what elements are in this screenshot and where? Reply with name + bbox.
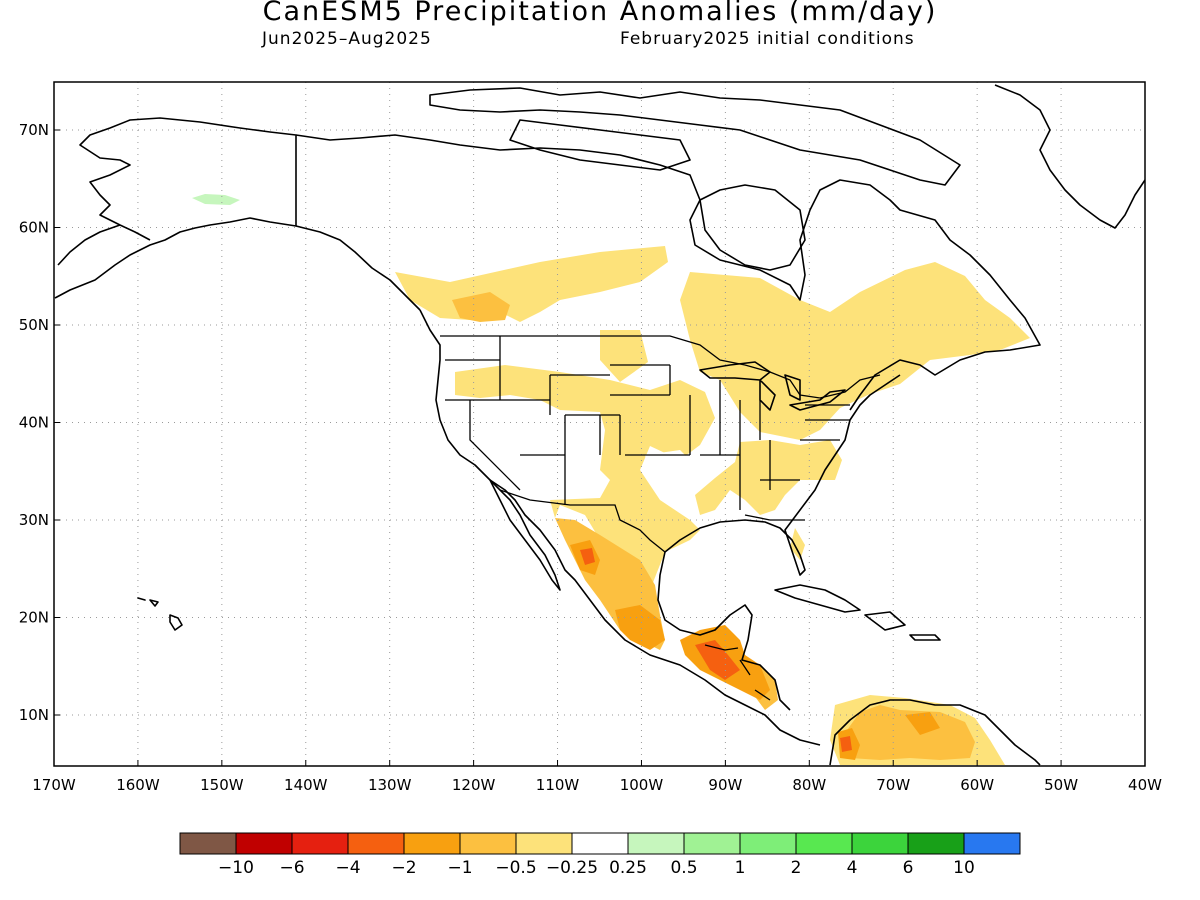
lat-label-60n: 60N (19, 219, 49, 237)
near-normal-areas (560, 320, 700, 495)
lon-label-100w: 100W (620, 776, 664, 794)
lon-label-80w: 80W (792, 776, 826, 794)
colorbar-swatch (347, 832, 405, 855)
colorbar (179, 832, 1021, 855)
lon-label-140w: 140W (284, 776, 328, 794)
colorbar-swatch (403, 832, 461, 855)
lon-label-90w: 90W (708, 776, 742, 794)
colorbar-label: 0.5 (670, 858, 697, 878)
colorbar-swatch (291, 832, 349, 855)
hudson-bay-coastline (699, 184, 806, 271)
colorbar-swatch (683, 832, 741, 855)
greenland-coastline (994, 84, 1145, 229)
lat-label-40n: 40N (19, 414, 49, 432)
colorbar-swatch (515, 832, 573, 855)
lon-label-40w: 40W (1128, 776, 1162, 794)
colorbar-label: −4 (335, 858, 360, 878)
us-canada-border (440, 335, 881, 399)
lon-label-70w: 70W (876, 776, 910, 794)
colorbar-label: 10 (953, 858, 975, 878)
colorbar-swatch (907, 832, 965, 855)
lon-label-50w: 50W (1044, 776, 1078, 794)
initial-conditions: February2025 initial conditions (620, 29, 915, 49)
lon-label-60w: 60W (960, 776, 994, 794)
colorbar-label: 4 (847, 858, 858, 878)
lon-label-160w: 160W (116, 776, 160, 794)
colorbar-swatch (627, 832, 685, 855)
coastlines (54, 84, 1145, 766)
lat-label-70n: 70N (19, 121, 49, 139)
graticule (54, 82, 1145, 766)
forecast-period: Jun2025–Aug2025 (262, 29, 432, 49)
lon-label-120w: 120W (452, 776, 496, 794)
great-lakes (699, 361, 846, 411)
lon-label-130w: 130W (368, 776, 412, 794)
colorbar-labels: −10 −6 −4 −2 −1 −0.5 −0.25 0.25 0.5 1 2 4 6 10 (218, 858, 975, 878)
latitude-labels: 70N 60N 50N 40N 30N 20N 10N (19, 121, 60, 724)
canada-arctic-coastline (295, 134, 1041, 411)
colorbar-swatch (795, 832, 853, 855)
anomaly-severe-dry (580, 548, 852, 752)
us-state-lines (445, 336, 850, 521)
baja-coastline (489, 479, 561, 591)
gulf-atlantic-coastline (657, 551, 791, 711)
colorbar-swatch (963, 832, 1021, 855)
map-frame (53, 81, 1146, 767)
lon-label-150w: 150W (200, 776, 244, 794)
pacific-coastline (419, 309, 821, 746)
lat-label-50n: 50N (19, 316, 49, 334)
lat-label-20n: 20N (19, 609, 49, 627)
colorbar-swatch (739, 832, 797, 855)
colorbar-swatch (179, 832, 237, 855)
central-america-borders (704, 644, 771, 701)
longitude-labels: 170W 160W 150W 140W 130W 120W 110W 100W 90W 80W 70… (32, 760, 1162, 794)
political-borders (440, 335, 881, 701)
colorbar-label: −1 (447, 858, 472, 878)
colorbar-label: −0.5 (495, 858, 536, 878)
colorbar-label: −0.25 (546, 858, 598, 878)
cuba-coastline (774, 584, 861, 613)
colorbar-label: 1 (735, 858, 746, 878)
colorbar-label: −10 (218, 858, 254, 878)
colorbar-label: −2 (391, 858, 416, 878)
lat-label-30n: 30N (19, 511, 49, 529)
anomaly-light-dry (395, 246, 1030, 765)
colorbar-label: 2 (791, 858, 802, 878)
lon-label-170w: 170W (32, 776, 76, 794)
hawaii-coastline (137, 597, 183, 631)
lat-label-10n: 10N (19, 706, 49, 724)
map-title: CanESM5 Precipitation Anomalies (mm/day) (262, 0, 938, 27)
colorbar-swatch (851, 832, 909, 855)
alaska-coastline (54, 217, 421, 311)
colorbar-label: −6 (279, 858, 304, 878)
colorbar-swatch (459, 832, 517, 855)
colorbar-swatch (235, 832, 293, 855)
colorbar-label: 6 (903, 858, 914, 878)
lon-label-110w: 110W (536, 776, 580, 794)
south-america-coastline (829, 699, 1041, 766)
us-mexico-border (499, 489, 666, 553)
anomaly-light-wet (192, 194, 240, 205)
colorbar-swatch (571, 832, 629, 855)
colorbar-label: 0.25 (609, 858, 647, 878)
map-content (54, 82, 1145, 766)
